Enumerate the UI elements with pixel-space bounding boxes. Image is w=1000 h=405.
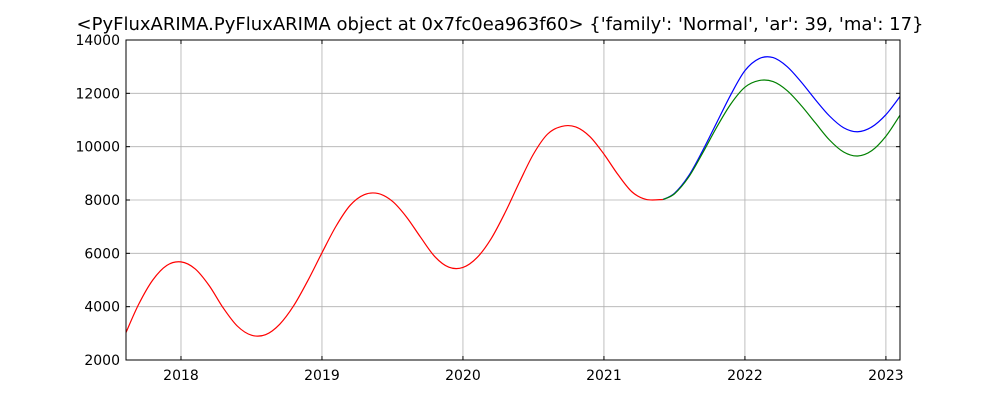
x-tick-label: 2022 [727,368,763,384]
series-group [126,56,900,337]
y-tick-label: 12000 [75,86,120,102]
series-line-3 [662,79,900,201]
x-tick-label: 2023 [868,368,904,384]
series-line-1 [126,124,664,337]
y-tick-label: 10000 [75,140,120,156]
x-tick-label: 2018 [163,368,199,384]
y-tick-label: 6000 [84,246,120,262]
y-tick-label: 2000 [84,353,120,369]
x-tick-label: 2021 [586,368,622,384]
y-tick-label: 8000 [84,193,120,209]
x-tick-label: 2020 [445,368,481,384]
series-line-2 [662,56,900,201]
y-tick-label: 14000 [75,33,120,49]
ticks: 2018 2019 2020 2021 2022 2023 2000 4000 6000 8000… [75,33,903,384]
y-tick-label: 4000 [84,300,120,316]
chart-title: <PyFluxARIMA.PyFluxARIMA object at 0x7fc… [76,14,924,35]
x-tick-label: 2019 [304,368,340,384]
